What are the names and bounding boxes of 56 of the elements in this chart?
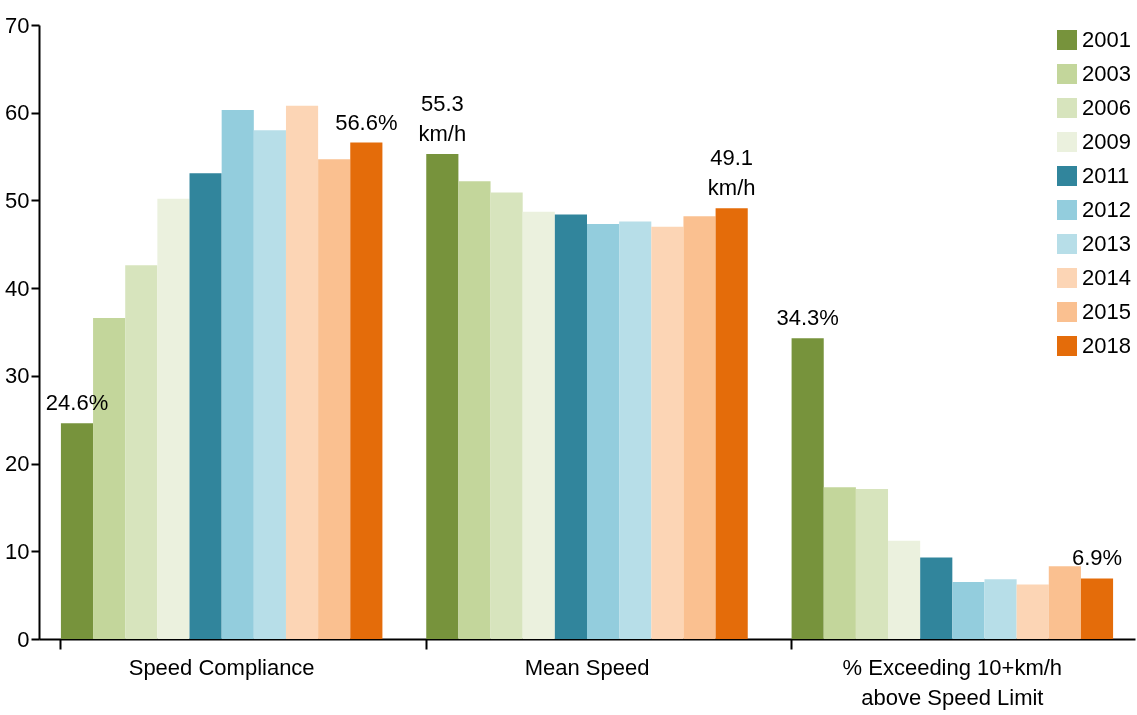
y-tick-label: 30 <box>5 363 30 389</box>
bar <box>888 540 921 639</box>
bar <box>125 265 158 639</box>
legend-label: 2012 <box>1082 197 1131 222</box>
y-tick-label: 50 <box>5 187 30 213</box>
data-label: 6.9% <box>1071 545 1123 571</box>
legend-label: 2003 <box>1082 61 1131 86</box>
legend-label: 2013 <box>1082 231 1131 256</box>
y-tick-label: 70 <box>5 12 30 38</box>
bar <box>253 130 286 639</box>
bar <box>522 211 555 639</box>
data-label: 49.1 km/h <box>707 145 756 201</box>
bar <box>1080 578 1114 639</box>
legend-label: 2001 <box>1082 27 1131 52</box>
bar <box>490 192 523 639</box>
legend-label: 2009 <box>1082 129 1131 154</box>
x-tick-label: Mean Speed <box>524 654 650 680</box>
bar <box>60 423 94 639</box>
y-tick-label: 60 <box>5 100 30 126</box>
x-tick-label: % Exceeding 10+km/h above Speed Limit <box>842 654 1063 710</box>
data-label: 55.3 km/h <box>418 90 467 146</box>
legend-label: 2006 <box>1082 95 1131 120</box>
bar <box>651 226 684 639</box>
bar <box>318 159 351 639</box>
bar <box>823 487 856 639</box>
bar <box>920 557 953 639</box>
data-label: 56.6% <box>335 109 398 135</box>
bar <box>221 110 254 639</box>
y-tick-label: 0 <box>17 626 30 652</box>
bar <box>984 579 1017 639</box>
bar <box>350 142 383 639</box>
bar <box>1048 566 1081 639</box>
bar <box>683 216 716 639</box>
x-tick-label: Speed Compliance <box>128 654 315 680</box>
bar <box>426 153 459 639</box>
bar <box>952 581 985 639</box>
bar <box>1016 584 1049 639</box>
legend-label: 2018 <box>1082 333 1131 358</box>
legend-label: 2014 <box>1082 265 1131 290</box>
bar <box>855 489 889 639</box>
bar <box>619 221 652 639</box>
bar <box>554 214 587 639</box>
y-tick-label: 10 <box>5 538 30 564</box>
bar <box>285 105 319 639</box>
y-tick-label: 20 <box>5 451 30 477</box>
bar <box>791 338 824 639</box>
data-label: 34.3% <box>776 305 839 331</box>
bar <box>715 208 748 639</box>
bar <box>458 181 491 639</box>
bar <box>157 198 190 639</box>
data-label: 24.6% <box>45 390 109 416</box>
bar <box>189 173 222 639</box>
legend-label: 2015 <box>1082 299 1131 324</box>
y-tick-label: 40 <box>5 275 30 301</box>
legend-label: 2011 <box>1082 163 1130 188</box>
bar <box>587 224 620 639</box>
